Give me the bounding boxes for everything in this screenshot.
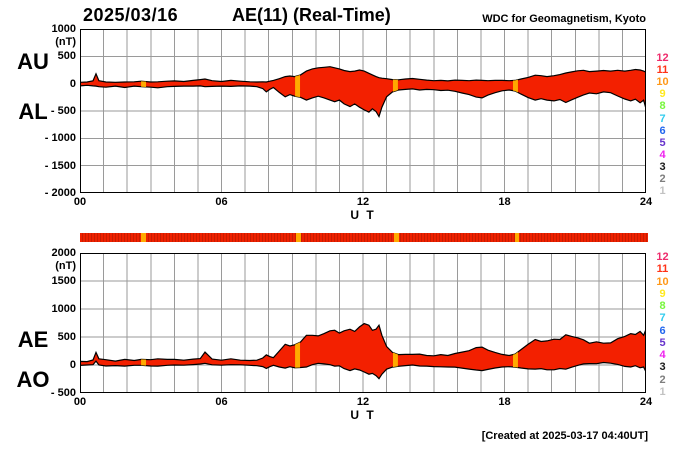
- station-count-12: 12: [656, 251, 669, 263]
- y-tick-label: - 500: [50, 105, 76, 117]
- ae-ao-trace: [80, 253, 646, 393]
- station-count-2: 2: [659, 173, 666, 185]
- station-count-7: 7: [659, 112, 666, 125]
- index-label-au: AU: [17, 49, 49, 74]
- station-count-6: 6: [659, 124, 666, 137]
- availability-flag: [295, 233, 301, 242]
- y-tick-label: 0: [69, 359, 76, 371]
- station-count-5: 5: [659, 336, 666, 349]
- data-source-label: WDC for Geomagnetism, Kyoto: [482, 13, 646, 25]
- station-count-3: 3: [659, 160, 666, 173]
- y-tick-label: 500: [57, 331, 76, 343]
- station-count-7: 7: [659, 312, 666, 325]
- station-count-3: 3: [659, 361, 666, 374]
- y-axis-unit: (nT): [55, 36, 76, 48]
- station-count-5: 5: [659, 136, 666, 149]
- station-count-10: 10: [656, 76, 669, 89]
- x-tick-label: 24: [639, 396, 653, 408]
- index-label-ao: AO: [16, 367, 50, 392]
- y-tick-label: - 500: [50, 387, 76, 399]
- x-axis-title: U T: [350, 408, 376, 422]
- x-axis-title: U T: [350, 208, 376, 222]
- station-count-9: 9: [659, 287, 666, 300]
- station-count-6: 6: [659, 324, 666, 337]
- au-al-trace: [80, 29, 646, 193]
- station-count-4: 4: [659, 349, 666, 362]
- index-label-al: AL: [18, 99, 48, 124]
- station-count-4: 4: [659, 148, 666, 161]
- x-tick-label: 18: [498, 396, 511, 408]
- station-count-9: 9: [659, 88, 666, 101]
- plot-date: 2025/03/16: [83, 5, 179, 25]
- station-count-12: 12: [656, 52, 669, 64]
- y-tick-label: 500: [57, 50, 76, 63]
- y-tick-label: - 2000: [44, 187, 76, 199]
- au-al-panel: [80, 29, 646, 193]
- x-tick-label: 06: [215, 396, 228, 408]
- x-tick-label: 18: [498, 196, 511, 208]
- x-tick-label: 00: [73, 196, 87, 208]
- ae-ao-panel: [80, 253, 646, 393]
- station-count-11: 11: [656, 64, 669, 77]
- x-tick-label: 24: [639, 196, 653, 208]
- y-tick-label: 0: [69, 77, 76, 90]
- availability-flag: [514, 233, 520, 242]
- data-availability-bar: [80, 233, 648, 242]
- station-count-11: 11: [656, 263, 669, 276]
- created-at-note: [Created at 2025-03-17 04:40UT]: [481, 430, 648, 442]
- station-count-1: 1: [659, 185, 666, 198]
- plot-title: AE(11) (Real-Time): [232, 5, 391, 25]
- y-tick-label: 1500: [51, 275, 76, 287]
- availability-flag: [394, 233, 400, 242]
- index-label-ae: AE: [17, 327, 49, 352]
- station-count-2: 2: [659, 373, 666, 386]
- y-tick-label: - 1500: [44, 159, 76, 172]
- y-tick-label: - 1000: [44, 132, 76, 145]
- availability-flag: [141, 233, 147, 242]
- y-tick-label: 1000: [51, 23, 76, 35]
- station-count-1: 1: [659, 385, 666, 398]
- x-tick-label: 06: [215, 196, 228, 208]
- y-tick-label: 2000: [51, 247, 76, 259]
- station-count-10: 10: [656, 275, 669, 288]
- y-axis-unit: (nT): [55, 260, 76, 272]
- x-tick-label: 00: [73, 396, 87, 408]
- x-tick-label: 12: [356, 196, 370, 208]
- y-tick-label: 1000: [51, 303, 76, 315]
- station-count-8: 8: [659, 300, 666, 313]
- station-count-8: 8: [659, 100, 666, 113]
- x-tick-label: 12: [356, 396, 370, 408]
